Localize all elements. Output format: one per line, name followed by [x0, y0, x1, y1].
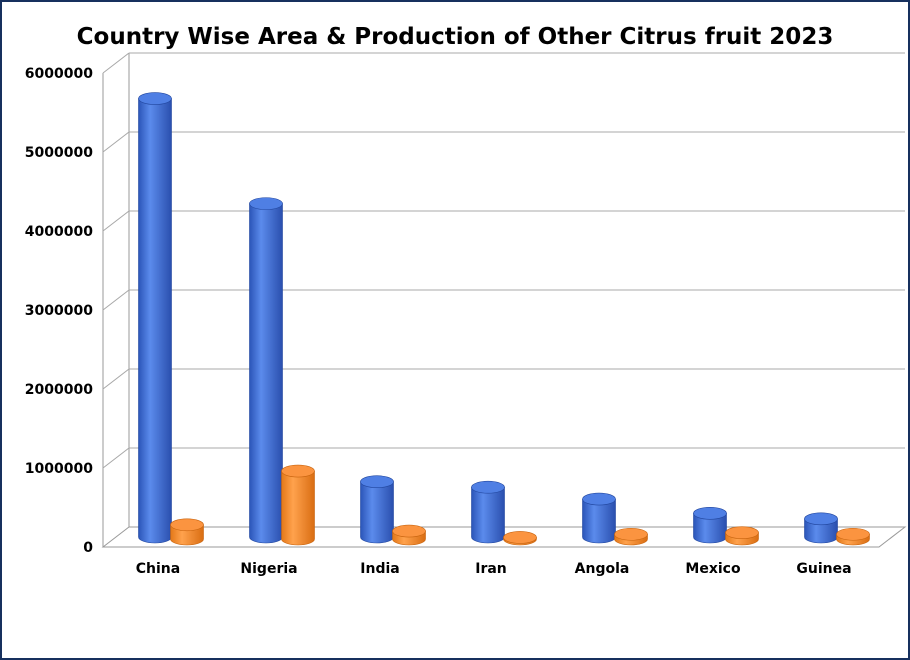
bar-body [249, 203, 283, 544]
gridline-side [102, 210, 130, 232]
x-tick-label: China [136, 561, 180, 577]
x-tick-label: Angola [575, 561, 630, 577]
y-tick-label: 0 [83, 540, 93, 556]
x-axis-tick-labels: China Nigeria India Iran Angola Mexico Guinea [136, 561, 852, 577]
gridline-side [102, 447, 130, 469]
gridline-side [102, 52, 130, 74]
y-tick-label: 6000000 [25, 66, 93, 82]
bar-body [582, 498, 616, 544]
chart-title: Country Wise Area & Production of Other … [76, 24, 834, 50]
bar-top [836, 527, 870, 541]
x-tick-label: Nigeria [240, 561, 297, 577]
x-tick-label: India [360, 561, 399, 577]
bar-top [170, 518, 204, 532]
gridline-side [102, 368, 130, 390]
bar-top [249, 197, 283, 210]
bar-top [503, 531, 537, 544]
bar-top [804, 512, 838, 526]
chart-floor [101, 526, 907, 548]
y-tick-label: 1000000 [25, 461, 93, 477]
y-tick-label: 2000000 [25, 382, 93, 398]
bar-top [360, 475, 394, 489]
bar-body [360, 481, 394, 544]
x-tick-label: Mexico [685, 561, 741, 577]
bar-top [614, 527, 648, 541]
bar-top [281, 464, 315, 478]
bar-top [725, 526, 759, 539]
bar-top [471, 480, 505, 494]
gridline-side [102, 131, 130, 153]
x-tick-label: Guinea [796, 561, 851, 577]
bars-layer [138, 92, 870, 546]
bar-top [582, 492, 616, 506]
gridline-side [102, 289, 130, 311]
y-tick-label: 4000000 [25, 224, 93, 240]
y-tick-label: 5000000 [25, 145, 93, 161]
bar-body [138, 98, 172, 544]
y-tick-label: 3000000 [25, 303, 93, 319]
y-axis-tick-labels: 0 1000000 2000000 3000000 4000000 5000000 6000… [25, 66, 93, 556]
x-tick-label: Iran [475, 561, 507, 577]
bar-top [138, 92, 172, 105]
bar-top [392, 524, 426, 538]
bar-body [281, 470, 315, 546]
grid-layer [101, 52, 907, 548]
bar-body [471, 486, 505, 544]
bar-top [693, 506, 727, 520]
